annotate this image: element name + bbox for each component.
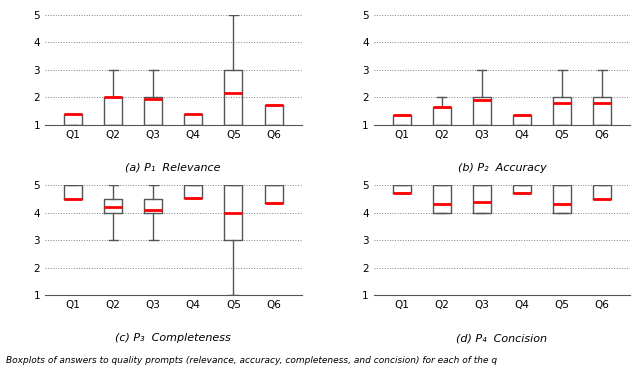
Title: (c) P₃  Completeness: (c) P₃ Completeness (115, 333, 231, 343)
Title: (a) P₁  Relevance: (a) P₁ Relevance (125, 163, 221, 173)
Title: (b) P₂  Accuracy: (b) P₂ Accuracy (458, 163, 547, 173)
Title: (d) P₄  Concision: (d) P₄ Concision (456, 333, 547, 343)
Text: Boxplots of answers to quality prompts (relevance, accuracy, completeness, and c: Boxplots of answers to quality prompts (… (6, 356, 497, 365)
